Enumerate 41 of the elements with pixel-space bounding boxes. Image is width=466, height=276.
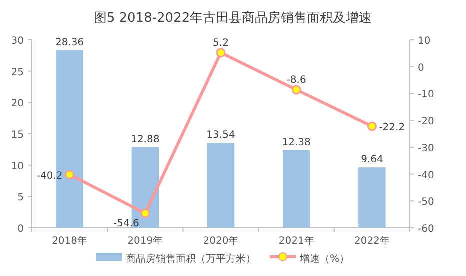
x-tick-label: 2019年 (128, 235, 164, 247)
y-tick-label: 0 (18, 224, 24, 235)
data-label: -8.6 (286, 74, 306, 86)
y2-tick-label: -10 (418, 90, 434, 101)
legend-label: 商品房销售面积（万平方米） (126, 253, 256, 265)
x-tick-label: 2022年 (354, 235, 390, 247)
data-label: 13.54 (206, 130, 236, 142)
y-tick-label: 15 (11, 130, 24, 141)
data-label: -22.2 (379, 122, 406, 134)
bar (358, 168, 386, 228)
y2-tick-label: -30 (418, 143, 434, 154)
point (367, 122, 377, 132)
data-label: -54.6 (114, 218, 140, 230)
point (140, 208, 150, 218)
y2-tick-label: -50 (418, 197, 434, 208)
bar (207, 143, 235, 228)
x-tick-label: 2018年 (52, 235, 88, 247)
y2-tick-label: -20 (418, 116, 434, 128)
data-label: 5.2 (213, 38, 229, 49)
y2-tick-label: 10 (418, 36, 431, 47)
y-tick-label: 30 (11, 36, 24, 47)
point (65, 170, 75, 180)
data-label: 28.36 (55, 37, 84, 48)
y-tick-label: 25 (11, 67, 24, 78)
y2-tick-label: -40 (418, 170, 434, 182)
point (292, 85, 302, 95)
bar (282, 150, 310, 228)
data-label: 12.38 (282, 137, 311, 148)
point (216, 48, 226, 58)
y-tick-label: 5 (18, 192, 24, 204)
legend-label: 增速（%） (299, 253, 350, 265)
data-label: 12.88 (131, 134, 160, 146)
x-tick-label: 2021年 (278, 235, 314, 247)
y2-tick-label: -60 (418, 224, 434, 235)
y2-tick-label: 0 (418, 62, 424, 74)
y-tick-label: 10 (11, 161, 24, 172)
y-tick-label: 20 (11, 98, 24, 110)
data-label: 9.64 (361, 154, 384, 166)
data-label: -40.2 (36, 170, 63, 182)
chart-title: 图5 2018-2022年古田县商品房销售面积及增速 (94, 10, 372, 26)
x-tick-label: 2020年 (203, 235, 239, 247)
